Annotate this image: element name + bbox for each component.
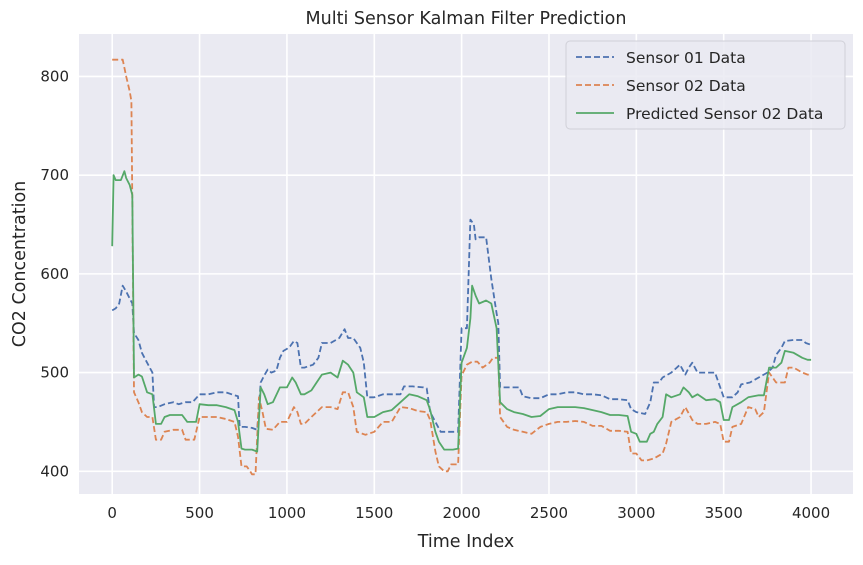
legend-label-3: Predicted Sensor 02 Data (626, 105, 823, 123)
y-tick-label: 500 (40, 364, 69, 382)
x-tick-label: 2500 (530, 504, 568, 522)
series-line-3 (111, 170, 812, 453)
x-tick-label: 1000 (268, 504, 306, 522)
y-tick-label: 400 (40, 462, 69, 480)
series-line-2 (112, 58, 812, 476)
legend-box (565, 40, 846, 130)
x-tick-label: 1500 (355, 504, 393, 522)
y-tick-label: 700 (40, 166, 69, 184)
y-tick-label: 600 (40, 265, 69, 283)
legend: Sensor 01 Data Sensor 02 Data Predicted Se… (565, 40, 846, 130)
x-tick-label: 3500 (705, 504, 743, 522)
legend-label-2: Sensor 02 Data (626, 77, 746, 95)
tick-labels: 0 500 1000 1500 2000 2500 3000 3500 4000 400 500 60… (40, 67, 830, 522)
y-axis-label: CO2 Concentration (10, 181, 30, 348)
x-tick-label: 2000 (443, 504, 481, 522)
x-tick-label: 500 (185, 504, 214, 522)
x-tick-label: 3000 (617, 504, 655, 522)
y-tick-label: 800 (40, 67, 69, 85)
x-tick-label: 0 (107, 504, 117, 522)
legend-label-1: Sensor 01 Data (626, 49, 746, 67)
series-line-1 (111, 218, 812, 433)
x-tick-label: 4000 (792, 504, 830, 522)
series-layer (111, 58, 812, 476)
x-axis-label: Time Index (417, 532, 515, 552)
chart-title: Multi Sensor Kalman Filter Prediction (306, 9, 627, 29)
